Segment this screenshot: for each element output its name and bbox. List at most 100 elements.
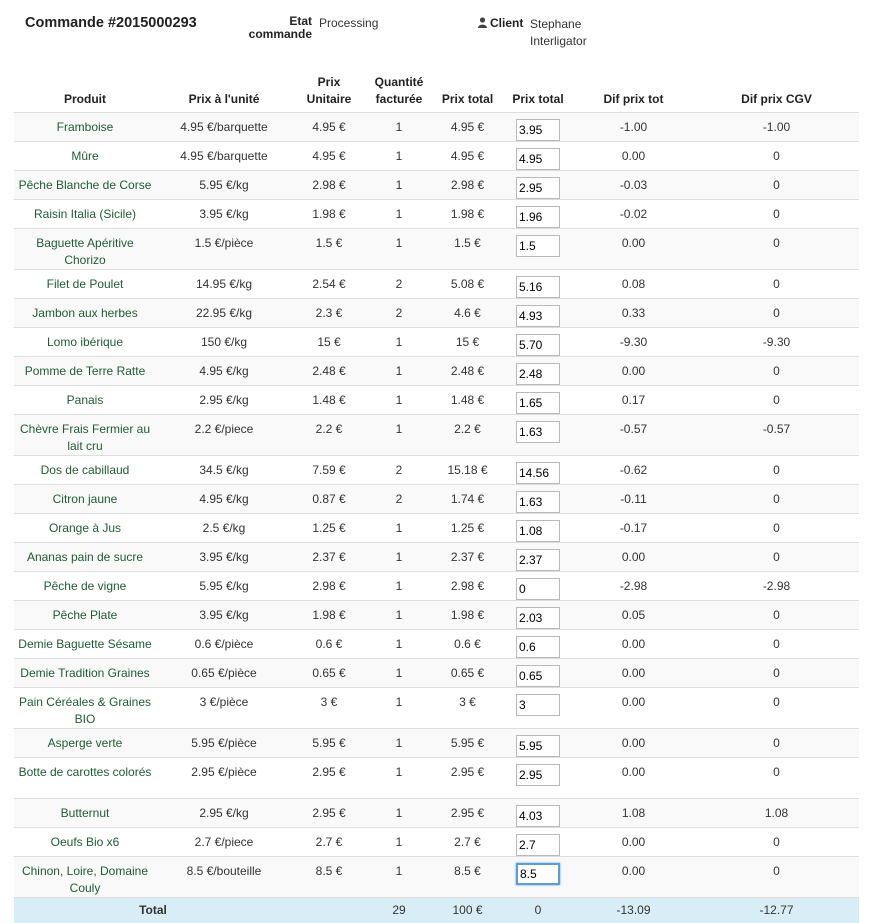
quantity: 2 [366, 484, 432, 514]
total-dif-cgv: -12.77 [694, 897, 859, 923]
unit-price: 3.95 €/kg [156, 542, 292, 572]
quantity: 1 [366, 356, 432, 386]
table-row: Chinon, Loire, Domaine Couly 8.5 €/boutei… [14, 856, 859, 898]
total-prix-total: 100 € [432, 897, 503, 923]
table-row: Pain Céréales & Graines BIO 3 €/pièce 3 €1… [14, 687, 859, 729]
unit-price: 2.95 €/kg [156, 385, 292, 415]
col-prix-unite: Prix à l'unité [156, 74, 292, 113]
line-total-input[interactable] [516, 363, 560, 385]
product-name: Chèvre Frais Fermier au lait cru [14, 414, 156, 456]
quantity: 1 [366, 170, 432, 200]
line-total-input[interactable] [516, 462, 560, 484]
unit-price: 3 €/pièce [156, 687, 292, 729]
unit-price-value: 1.98 € [292, 199, 366, 229]
quantity: 2 [366, 298, 432, 328]
line-total-input[interactable] [516, 235, 560, 257]
quantity: 1 [366, 571, 432, 601]
product-name: Panais [14, 385, 156, 415]
unit-price-value: 15 € [292, 327, 366, 357]
line-total-input-cell [503, 385, 573, 415]
line-total-input[interactable] [516, 421, 560, 443]
dif-prix-tot: 0.05 [573, 600, 694, 630]
line-total-input-cell [503, 757, 573, 799]
line-total-input[interactable] [516, 177, 560, 199]
line-total-input[interactable] [516, 520, 560, 542]
line-total-input[interactable] [516, 665, 560, 687]
unit-price-value: 2.95 € [292, 757, 366, 799]
line-total: 1.25 € [432, 513, 503, 543]
quantity: 1 [366, 414, 432, 456]
line-total-input[interactable] [516, 694, 560, 716]
line-total-input[interactable] [516, 119, 560, 141]
total-dif-tot: -13.09 [573, 897, 694, 923]
unit-price: 1.5 €/pièce [156, 228, 292, 270]
line-total: 2.98 € [432, 571, 503, 601]
line-total-input[interactable] [516, 491, 560, 513]
line-total-input[interactable] [516, 549, 560, 571]
dif-prix-cgv: 0 [694, 356, 859, 386]
unit-price: 2.2 €/piece [156, 414, 292, 456]
dif-prix-tot: 0.08 [573, 269, 694, 299]
dif-prix-tot: -2.98 [573, 571, 694, 601]
order-title: Commande #2015000293 [25, 15, 197, 31]
dif-prix-tot: -0.62 [573, 455, 694, 485]
line-total: 2.2 € [432, 414, 503, 456]
dif-prix-cgv: 0 [694, 513, 859, 543]
dif-prix-cgv: 0 [694, 856, 859, 898]
line-total-input[interactable] [516, 334, 560, 356]
line-total-input-cell [503, 269, 573, 299]
line-total-input[interactable] [516, 305, 560, 327]
dif-prix-cgv: -2.98 [694, 571, 859, 601]
line-total-input[interactable] [516, 834, 560, 856]
product-name: Pêche de vigne [14, 571, 156, 601]
line-total-input[interactable] [516, 764, 560, 786]
product-name: Pêche Plate [14, 600, 156, 630]
dif-prix-cgv: 0 [694, 728, 859, 758]
total-empty-cell [292, 897, 366, 923]
line-total-input[interactable] [516, 578, 560, 600]
dif-prix-tot: 0.00 [573, 687, 694, 729]
col-prix-unitaire: Prix Unitaire [292, 74, 366, 113]
product-name: Orange à Jus [14, 513, 156, 543]
dif-prix-tot: -0.03 [573, 170, 694, 200]
total-label: Total [14, 897, 292, 923]
quantity: 1 [366, 385, 432, 415]
line-total: 15 € [432, 327, 503, 357]
line-total: 4.95 € [432, 112, 503, 142]
unit-price: 0.6 €/pièce [156, 629, 292, 659]
line-total-input[interactable] [516, 276, 560, 298]
dif-prix-cgv: 0 [694, 542, 859, 572]
col-prix-total-input: Prix total [503, 74, 573, 113]
dif-prix-tot: 0.00 [573, 856, 694, 898]
line-total-input[interactable] [516, 148, 560, 170]
line-total: 15.18 € [432, 455, 503, 485]
line-total-input-cell [503, 327, 573, 357]
dif-prix-tot: 1.08 [573, 798, 694, 828]
quantity: 1 [366, 542, 432, 572]
line-total-input[interactable] [516, 206, 560, 228]
line-total-input-cell [503, 728, 573, 758]
line-total-input[interactable] [516, 392, 560, 414]
dif-prix-tot: -0.02 [573, 199, 694, 229]
col-dif-cgv: Dif prix CGV [694, 74, 859, 113]
line-total-input[interactable] [516, 735, 560, 757]
unit-price: 5.95 €/kg [156, 170, 292, 200]
line-total-input[interactable] [516, 805, 560, 827]
header-row: Produit Prix à l'unité Prix Unitaire Qua… [14, 74, 859, 113]
dif-prix-cgv: 0 [694, 455, 859, 485]
etat-value: Processing [319, 16, 379, 30]
line-total-input[interactable] [516, 863, 560, 885]
line-total: 0.6 € [432, 629, 503, 659]
unit-price: 150 €/kg [156, 327, 292, 357]
line-total-input[interactable] [516, 607, 560, 629]
unit-price-value: 2.98 € [292, 571, 366, 601]
unit-price-value: 0.65 € [292, 658, 366, 688]
dif-prix-cgv: 0 [694, 629, 859, 659]
line-total-input[interactable] [516, 636, 560, 658]
line-total-input-cell [503, 687, 573, 729]
line-total: 1.48 € [432, 385, 503, 415]
